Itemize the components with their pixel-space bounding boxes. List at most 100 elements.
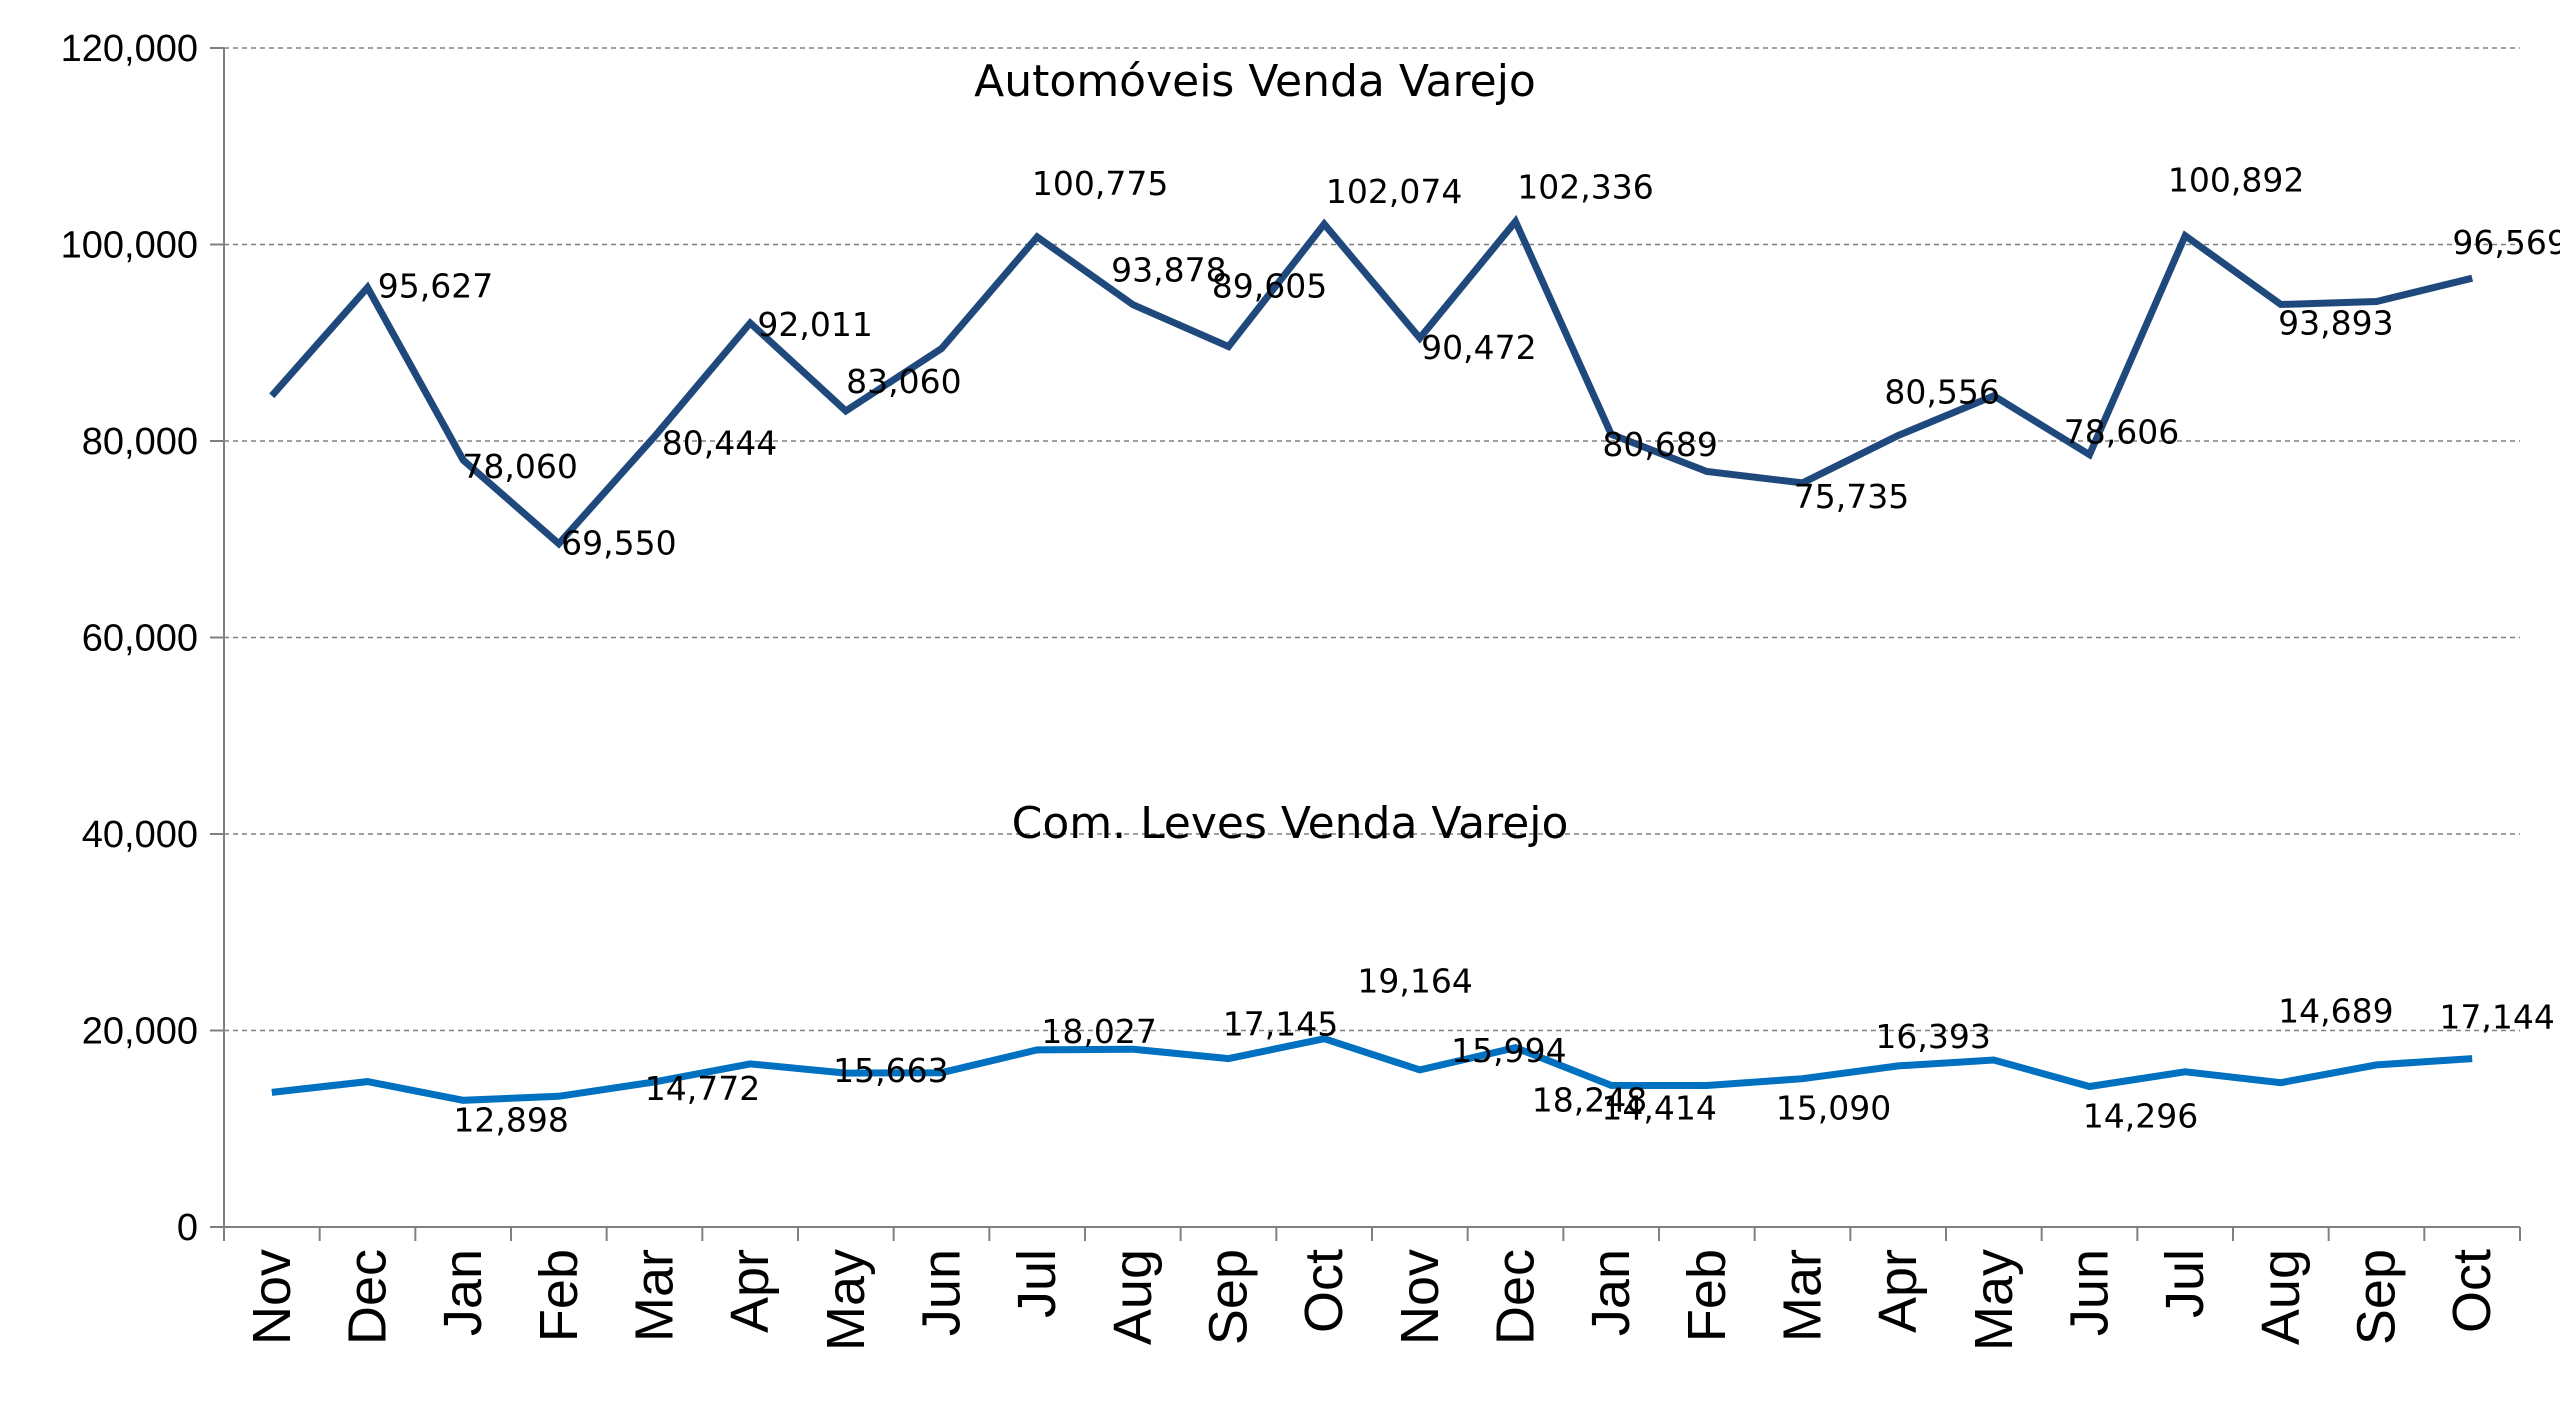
data-label: 19,164 (1357, 962, 1472, 1001)
y-tick-label: 40,000 (82, 814, 198, 856)
data-label: 80,689 (1602, 425, 1717, 464)
x-tick-label: Aug (2251, 1249, 2311, 1345)
data-label: 69,550 (561, 524, 676, 563)
y-tick-labels: 0 20,000 40,000 60,000 80,000 100,000 120,000 (61, 28, 198, 1249)
y-tick-label: 20,000 (82, 1011, 198, 1053)
y-tick-label: 80,000 (82, 421, 198, 463)
data-point (1897, 1065, 1899, 1067)
data-point (2376, 1064, 2378, 1066)
data-point (1036, 1049, 1038, 1051)
data-point (1036, 236, 1038, 238)
x-tick-label: Sep (1199, 1249, 1259, 1345)
x-tick-label: Oct (1294, 1249, 1354, 1333)
series-titles: Automóveis Venda Varejo Com. Leves Venda … (974, 56, 1568, 849)
data-point (1228, 346, 1230, 348)
data-label: 15,994 (1451, 1031, 1566, 1070)
data-point (271, 395, 273, 397)
x-tick-label: Feb (529, 1249, 589, 1342)
data-point (1132, 304, 1134, 306)
y-tick-label: 120,000 (61, 28, 198, 70)
x-tick-label: Jun (2060, 1249, 2120, 1336)
data-labels: 95,627 78,060 69,550 80,444 92,011 83,060 100,… (378, 161, 2560, 1140)
series-line (271, 1035, 2473, 1104)
x-tick-label: Sep (2347, 1249, 2407, 1345)
data-point (558, 543, 560, 545)
data-label: 95,627 (378, 266, 493, 305)
data-label: 18,027 (1041, 1012, 1156, 1051)
data-label: 18,248 (1532, 1081, 1647, 1120)
x-tick-label: Feb (1677, 1249, 1737, 1342)
gridlines (224, 47, 2520, 1032)
x-tick-label: Nov (242, 1249, 302, 1345)
data-label: 14,772 (645, 1069, 760, 1108)
data-point (1419, 1069, 1421, 1071)
data-point (749, 322, 751, 324)
data-label: 100,775 (1032, 164, 1168, 203)
data-label: 14,296 (2083, 1097, 2198, 1136)
data-point (2471, 277, 2473, 279)
data-label: 78,060 (462, 447, 577, 486)
data-point (2089, 1086, 2091, 1088)
data-point (1515, 221, 1517, 223)
data-point (1228, 1058, 1230, 1060)
data-point (367, 286, 369, 288)
x-tick-label: Jan (1581, 1249, 1641, 1336)
y-tick-label: 0 (177, 1207, 198, 1249)
x-tick-labels: Nov Dec Jan Feb Mar Apr May Jun Jul Aug Sep Oct Nov D… (242, 1249, 2502, 1351)
data-label: 83,060 (846, 362, 961, 401)
data-label: 17,145 (1223, 1005, 1338, 1044)
data-label: 17,144 (2439, 998, 2554, 1037)
series-line (269, 214, 2474, 549)
data-label: 14,689 (2278, 992, 2393, 1031)
x-tick-label: Mar (1773, 1249, 1833, 1342)
x-tick-label: Nov (1390, 1249, 1450, 1345)
x-tick-label: Jan (433, 1249, 493, 1336)
data-label: 15,663 (833, 1051, 948, 1090)
data-point (2184, 235, 2186, 237)
x-tick-label: May (1964, 1249, 2024, 1351)
data-label: 80,444 (662, 424, 777, 463)
x-tick-label: Apr (1868, 1249, 1928, 1333)
x-tick-label: Jul (1007, 1249, 1067, 1318)
data-point (2089, 454, 2091, 456)
x-tick-label: Jun (912, 1249, 972, 1336)
y-tick-label: 60,000 (82, 618, 198, 660)
data-label: 93,878 (1111, 251, 1226, 290)
x-tick-label: Mar (625, 1249, 685, 1342)
data-point (2184, 1071, 2186, 1073)
data-point (2376, 300, 2378, 302)
data-point (749, 1063, 751, 1065)
data-label: 102,074 (1326, 172, 1462, 211)
data-label: 14,414 (1601, 1088, 1716, 1127)
x-tick-label: May (816, 1249, 876, 1351)
data-point (1993, 1059, 1995, 1061)
y-tick-label: 100,000 (61, 225, 198, 267)
data-label: 75,735 (1794, 477, 1909, 516)
data-label: 15,090 (1776, 1089, 1891, 1128)
data-point (1323, 223, 1325, 225)
data-label: 80,556 (1884, 373, 1999, 412)
x-tick-label: Dec (1486, 1249, 1546, 1345)
data-point (2471, 1058, 2473, 1060)
data-label: 78,606 (2064, 413, 2179, 452)
data-point (1706, 1085, 1708, 1087)
series-title: Com. Leves Venda Varejo (1012, 798, 1569, 849)
x-tick-label: Dec (338, 1249, 398, 1345)
data-label: 12,898 (453, 1100, 568, 1139)
data-label: 100,892 (2168, 161, 2304, 200)
data-point (654, 436, 656, 438)
x-tick-label: Jul (2155, 1249, 2215, 1318)
series-title: Automóveis Venda Varejo (974, 56, 1536, 107)
data-point (1706, 470, 1708, 472)
data-point (845, 410, 847, 412)
x-tick-label: Aug (1103, 1249, 1163, 1345)
data-point (941, 348, 943, 350)
data-label: 92,011 (757, 305, 872, 344)
series-lines (269, 214, 2474, 1104)
data-label: 102,336 (1517, 168, 1653, 207)
data-point (2280, 1082, 2282, 1084)
data-label: 96,569 (2452, 223, 2560, 262)
data-label: 89,605 (1212, 267, 1327, 306)
data-label: 90,472 (1421, 328, 1536, 367)
